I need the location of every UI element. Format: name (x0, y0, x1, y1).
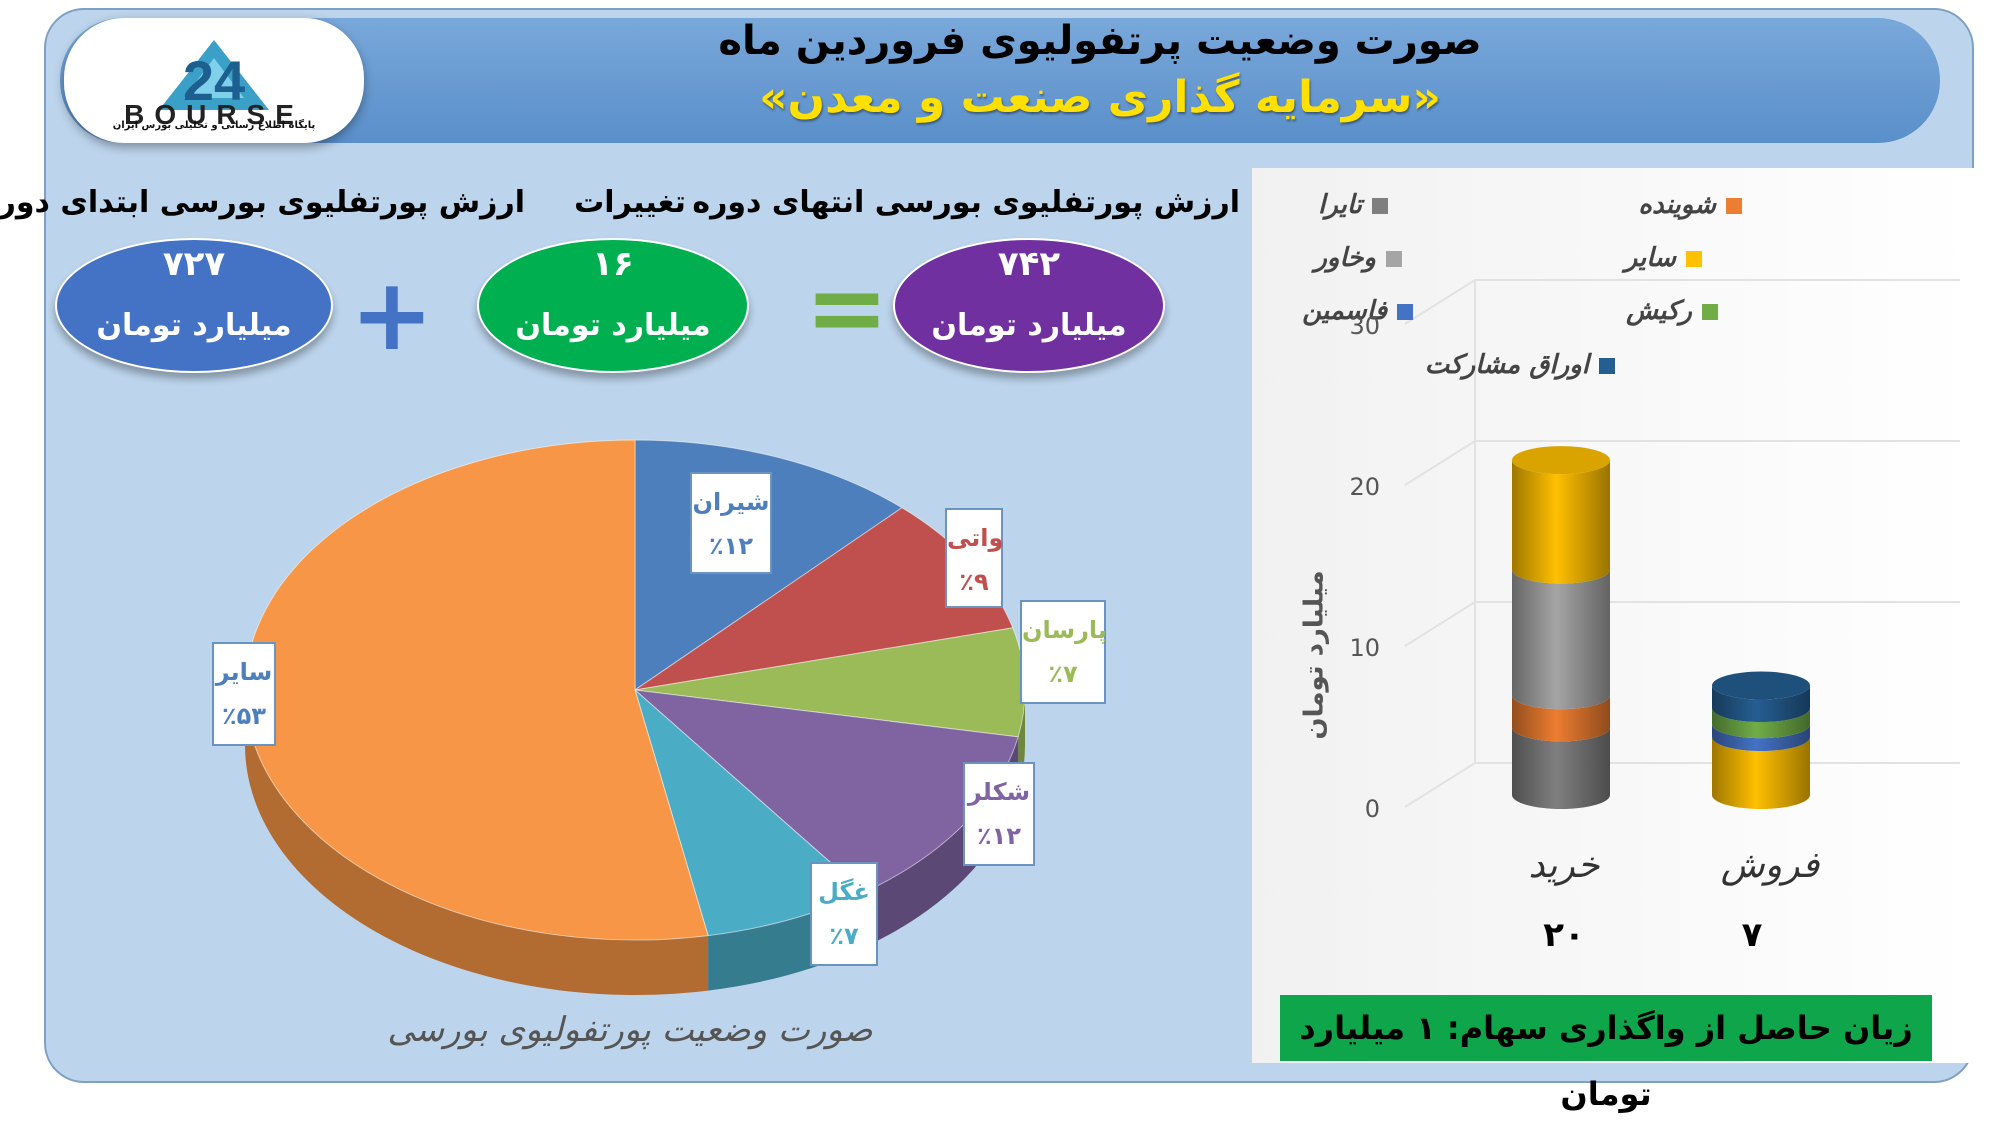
pie-label-shekalar-name: شکلر (967, 778, 1031, 806)
pie-label-vati: واتی ٪۹ (945, 508, 1003, 608)
legend-fasmin: فاسمین (1302, 296, 1413, 326)
legend-fasmin-swatch (1397, 303, 1413, 320)
pie-label-parsan: پارسان ٪۷ (1020, 600, 1107, 704)
legend-sayer: سایر (1625, 243, 1702, 273)
pie-label-vati-name: واتی (947, 524, 1004, 552)
pie-label-ghagol-name: غگل (818, 878, 870, 906)
pie-label-shiran-pct: ٪۱۲ (709, 532, 753, 560)
pie-label-parsan-pct: ٪۷ (1048, 660, 1078, 688)
logo-number: 24 (183, 49, 245, 112)
trade-bar-chart (1404, 279, 1960, 809)
bar-chart-panel (1252, 168, 1974, 1063)
header-banner (60, 18, 1940, 143)
logo-mark-icon: 24 BOURSE (124, 40, 304, 130)
end-value-oval: ۷۴۲ میلیارد تومان (893, 238, 1165, 373)
legend-taira: تایرا (1318, 190, 1388, 220)
category-buy: خرید (1528, 845, 1600, 886)
equals-sign: = (805, 249, 889, 366)
pie-label-sayer-pct: ٪۵۳ (222, 702, 266, 730)
legend-taira-swatch (1372, 197, 1388, 214)
start-unit: میلیارد تومان (96, 308, 292, 343)
legend-sayer-swatch (1686, 250, 1702, 267)
legend-rakish-label: رکیش (1626, 296, 1692, 326)
gridline-10 (1404, 601, 1960, 647)
legend-taira-label: تایرا (1318, 190, 1362, 220)
pie-caption: صورت وضعیت پورتفولیوی بورسی (387, 1010, 873, 1050)
pie-label-shekalar-pct: ٪۱۲ (977, 822, 1021, 850)
loss-note: زیان حاصل از واگذاری سهام: ۱ میلیارد توم… (1280, 995, 1932, 1113)
bar-segment-1-3 (1712, 737, 1810, 809)
logo-tagline: پایگاه اطلاع رسانی و تحلیلی بورس ایران (112, 120, 316, 131)
bar-segment-1-5 (1712, 708, 1810, 739)
change-unit: میلیارد تومان (515, 308, 711, 343)
start-value: ۷۲۷ (162, 244, 226, 284)
total-buy: ۲۰ (1543, 915, 1585, 955)
legend-shooyandeh: شوینده (1638, 190, 1742, 220)
legend-vakhavar: وخاور (1314, 243, 1402, 273)
pie-label-shiran-name: شیران (692, 488, 770, 516)
pie-label-vati-pct: ٪۹ (959, 568, 989, 596)
end-value-label: ارزش پورتفلیوی بورسی انتهای دوره (692, 185, 1240, 220)
plus-sign: + (350, 256, 434, 373)
legend-rakish: رکیش (1626, 296, 1718, 326)
y-tick-30: 30 (1349, 312, 1380, 340)
bar-segment-0-1 (1512, 695, 1610, 742)
pie-label-sayer-name: سایر (215, 658, 273, 686)
legend-shooyandeh-swatch (1726, 197, 1742, 214)
logo: 24 BOURSE پایگاه اطلاع رسانی و تحلیلی بو… (64, 18, 364, 143)
bar-segment-0-0 (1512, 727, 1610, 809)
y-tick-0: 0 (1364, 795, 1380, 823)
change-label: تغییرات (574, 185, 686, 220)
legend-oraq-swatch (1599, 357, 1615, 374)
pie-label-parsan-name: پارسان (1022, 616, 1107, 644)
legend-vakhavar-label: وخاور (1314, 243, 1376, 273)
y-tick-20: 20 (1349, 473, 1380, 501)
legend-vakhavar-swatch (1386, 250, 1402, 267)
change-value: ۱۶ (592, 244, 634, 284)
legend-shooyandeh-label: شوینده (1638, 190, 1716, 220)
end-value: ۷۴۲ (997, 244, 1061, 284)
legend-rakish-swatch (1702, 303, 1718, 320)
category-sell: فروش (1720, 845, 1820, 886)
end-unit: میلیارد تومان (931, 308, 1127, 343)
pie-label-shiran: شیران ٪۱۲ (690, 472, 772, 574)
legend-oraq-label: اوراق مشارکت (1424, 350, 1589, 380)
logo-brand: BOURSE (124, 99, 304, 130)
pie-label-ghagol: غگل ٪۷ (810, 862, 878, 966)
pie-side-3-0 (864, 736, 1019, 948)
pie-label-shekalar: شکلر ٪۱۲ (963, 762, 1035, 866)
bar-segment-0-3 (1512, 460, 1610, 584)
bar-segment-0-2 (1512, 569, 1610, 710)
start-value-label: ارزش پورتفلیوی بورسی ابتدای دوره (0, 185, 525, 220)
legend-oraq: اوراق مشارکت (1425, 350, 1615, 380)
legend-sayer-label: سایر (1624, 243, 1676, 273)
change-value-oval: ۱۶ میلیارد تومان (477, 238, 749, 373)
page-title: صورت وضعیت پرتفولیوی فروردین ماه (718, 18, 1482, 64)
start-value-oval: ۷۲۷ میلیارد تومان (55, 238, 333, 373)
pie-side-5-0 (245, 690, 709, 995)
total-sell: ۷ (1741, 915, 1763, 955)
pie-label-sayer: سایر ٪۵۳ (212, 642, 276, 746)
company-name: «سرمایه گذاری صنعت و معدن» (759, 72, 1441, 123)
y-axis-label: میلیارد تومان (1299, 570, 1330, 740)
pie-label-ghagol-pct: ٪۷ (829, 922, 859, 950)
legend-fasmin-label: فاسمین (1302, 296, 1387, 326)
bar-segment-1-4 (1712, 724, 1810, 752)
bar-top-cap-1 (1712, 671, 1810, 700)
gridline-0 (1404, 762, 1960, 808)
gridline-20 (1404, 440, 1960, 486)
bar-top-cap-0 (1512, 446, 1610, 475)
portfolio-pie-chart (244, 439, 1026, 995)
y-tick-10: 10 (1349, 634, 1380, 662)
bar-segment-1-6 (1712, 685, 1810, 723)
